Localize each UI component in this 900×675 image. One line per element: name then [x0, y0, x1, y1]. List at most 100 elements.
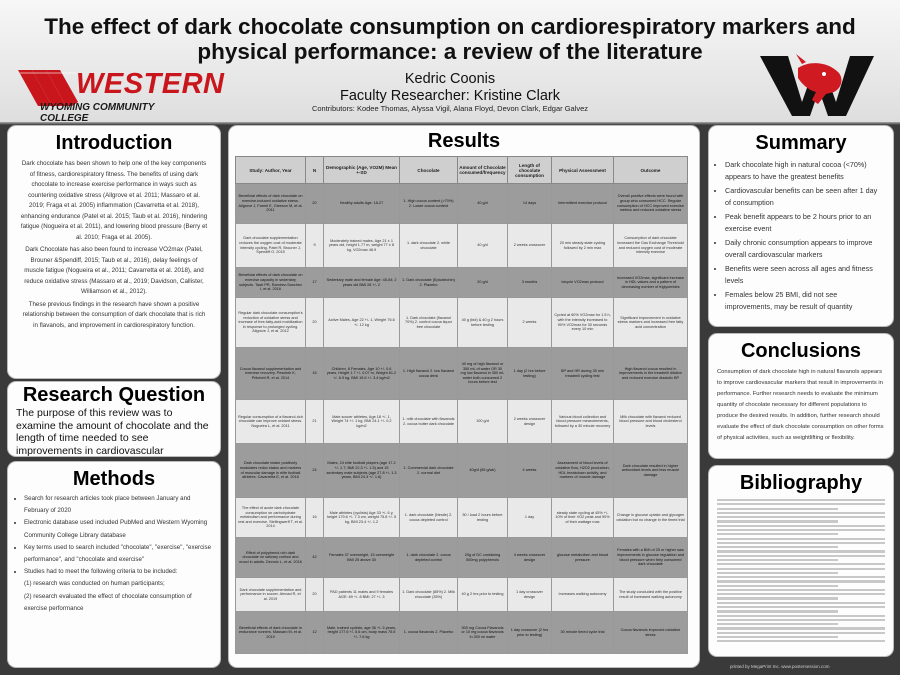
results-cell: 2 weeks [507, 297, 552, 348]
results-column-header: Study: Author, Year [235, 156, 306, 184]
results-cell: 16 [305, 497, 324, 538]
results-cell: Overall positive effects were found with… [613, 183, 688, 224]
results-cell: Regular dark chocolate consumption's red… [235, 297, 306, 348]
results-cell: 1. dark chocolate 2. white chocolate [399, 223, 458, 268]
results-cell: 16 [305, 347, 324, 400]
bibliography-line [717, 601, 885, 604]
results-cell: Beneficial effects of dark chocolate on … [235, 267, 306, 298]
methods-heading: Methods [72, 468, 156, 490]
faculty-researcher: Faculty Researcher: Kristine Clark [340, 88, 560, 104]
results-cell: Effect of polyphenol-rich dark chocolate… [235, 537, 306, 578]
results-cell: Dark chocolate intake positively modulat… [235, 443, 306, 498]
results-column-header: Chocolate [399, 156, 458, 184]
results-cell: 12 [305, 611, 324, 654]
bibliography-line [717, 516, 885, 519]
results-cell: 1. cocoa flavanols 2. Placebo [399, 611, 458, 654]
results-cell: Males, 24 elite football players (age 17… [323, 443, 400, 498]
results-cell: 40 g (bid) & 40 g 2 hours before testing [457, 297, 508, 348]
results-cell: 1. Dark chocolate (flavanol 70%) 2. cont… [399, 297, 458, 348]
results-heading: Results [427, 130, 501, 152]
results-cell: Significant improvement in oxidative str… [613, 297, 688, 348]
results-row: Regular consumption of a flavanol-rich c… [235, 399, 688, 444]
bibliography-line [717, 554, 885, 557]
bibliography-line [717, 606, 885, 609]
results-cell: Cocoa flavanols improved oxidative stres… [613, 611, 688, 654]
results-cell: Various blood collection and blood press… [551, 399, 614, 444]
results-row: Effect of polyphenol-rich dark chocolate… [235, 537, 688, 578]
results-cell: bicycle VO2max protocol [551, 267, 614, 298]
results-cell: Male athletes (cyclists) Age 33 +/- 6 y,… [323, 497, 400, 538]
results-cell: 9 [305, 223, 324, 268]
results-cell: 1 day [507, 497, 552, 538]
methods-item: Search for research articles took place … [24, 493, 212, 517]
results-row: Dark chocolate intake positively modulat… [235, 443, 688, 498]
results-cell: 4 weeks [507, 443, 552, 498]
results-cell: Active Males, Age 22 +/- 1, Weight 76.6 … [323, 297, 400, 348]
summary-item: Females below 25 BMI, did not see improv… [725, 289, 883, 313]
summary-list: Dark chocolate high in natural cocoa (<7… [709, 155, 893, 313]
bibliography-line [717, 597, 838, 600]
results-cell: Cocoa flavanol supplementation and exerc… [235, 347, 306, 400]
bibliography-line [717, 550, 885, 553]
results-row: Beneficial effects of dark chocolate on … [235, 183, 688, 224]
results-cell: Increased VO2max, significant increase i… [613, 267, 688, 298]
results-cell: High flavanol cocoa resulted in improvem… [613, 347, 688, 400]
results-cell: 24 [305, 443, 324, 498]
bibliography-panel: Bibliography [709, 466, 893, 656]
results-cell: The study concluded with the positive re… [613, 577, 688, 612]
summary-item: Benefits were seen across all ages and f… [725, 263, 883, 287]
printer-credit: printed by MegaPrint Inc. www.postersess… [730, 664, 830, 669]
results-cell: 1. milk chocolate with flavanols 2. coco… [399, 399, 458, 444]
results-cell: 20 g/d [457, 267, 508, 298]
summary-item: Dark chocolate high in natural cocoa (<7… [725, 159, 883, 183]
results-cell: Change in glucose uptake and glycogen ox… [613, 497, 688, 538]
results-cell: Increases walking autonomy [551, 577, 614, 612]
methods-item: (2) research evaluated the effect of cho… [24, 592, 192, 612]
introduction-paragraph: Dark chocolate has been shown to help on… [20, 160, 208, 241]
results-cell: Children, 8 Females, Age 10 +/- 0.6 year… [323, 347, 400, 400]
results-column-header: Amount of Chocolate consumed/frequency [457, 156, 508, 184]
logo-stripes-icon [18, 70, 78, 106]
results-cell: 20g of DC containing 500mg polyphenols [457, 537, 508, 578]
bibliography-line [717, 584, 838, 587]
results-cell: The effect of acute dark chocolate consu… [235, 497, 306, 538]
results-cell: Dark chocolate supplementation and perfo… [235, 577, 306, 612]
bibliography-line [717, 533, 838, 536]
methods-item: Electronic database used included PubMed… [24, 517, 212, 541]
bibliography-line [717, 524, 885, 527]
bibliography-line [717, 546, 838, 549]
logo-subtitle: WYOMING COMMUNITY COLLEGE [40, 102, 155, 124]
results-row: Dark chocolate supplementation reduces t… [235, 223, 688, 268]
results-cell: 2 weeks crossover design [507, 399, 552, 444]
poster-title: The effect of dark chocolate consumption… [20, 14, 880, 64]
bibliography-line [717, 537, 885, 540]
results-cell: 17 [305, 267, 324, 298]
results-row: Dark chocolate supplementation and perfo… [235, 577, 688, 612]
summary-item: Daily chronic consumption appears to imp… [725, 237, 883, 261]
results-column-header: Physical Assessment [551, 156, 614, 184]
results-row: Beneficial effects of dark chocolate in … [235, 611, 688, 654]
results-cell: Dark chocolate supplementation reduces t… [235, 223, 306, 268]
methods-panel: Methods Search for research articles too… [8, 462, 220, 667]
results-cell: 40 g/d [457, 223, 508, 268]
bibliography-line [717, 593, 885, 596]
bibliography-line [717, 499, 885, 502]
results-cell: BP and HR during 30 min treadmill cyclin… [551, 347, 614, 400]
results-cell: Beneficial effects of dark chocolate on … [235, 183, 306, 224]
bibliography-line [717, 511, 885, 515]
bibliography-line [717, 631, 885, 634]
results-cell: Dark chocolate resulted in higher antiox… [613, 443, 688, 498]
results-cell: Sedentary male and female Age: 45-54; 2 … [323, 267, 400, 298]
bibliography-references [709, 495, 893, 649]
western-wyoming-logo: WESTERN WYOMING COMMUNITY COLLEGE [18, 64, 224, 124]
results-cell: 1 day crossover (2 hrs prior to testing) [507, 611, 552, 654]
results-cell: 1. Commercial dark chocolate 2. normal d… [399, 443, 458, 498]
results-column-header: Length of chocolate consumption [507, 156, 552, 184]
results-cell: 42 [305, 537, 324, 578]
bibliography-line [717, 520, 838, 523]
bibliography-line [717, 541, 885, 544]
introduction-paragraph: These previous findings in the research … [22, 300, 206, 329]
mustang-mascot-icon [760, 54, 874, 116]
results-cell: 50 / load 2 hours before testing [457, 497, 508, 538]
results-cell: 1 day (2 hrs before testing) [507, 347, 552, 400]
